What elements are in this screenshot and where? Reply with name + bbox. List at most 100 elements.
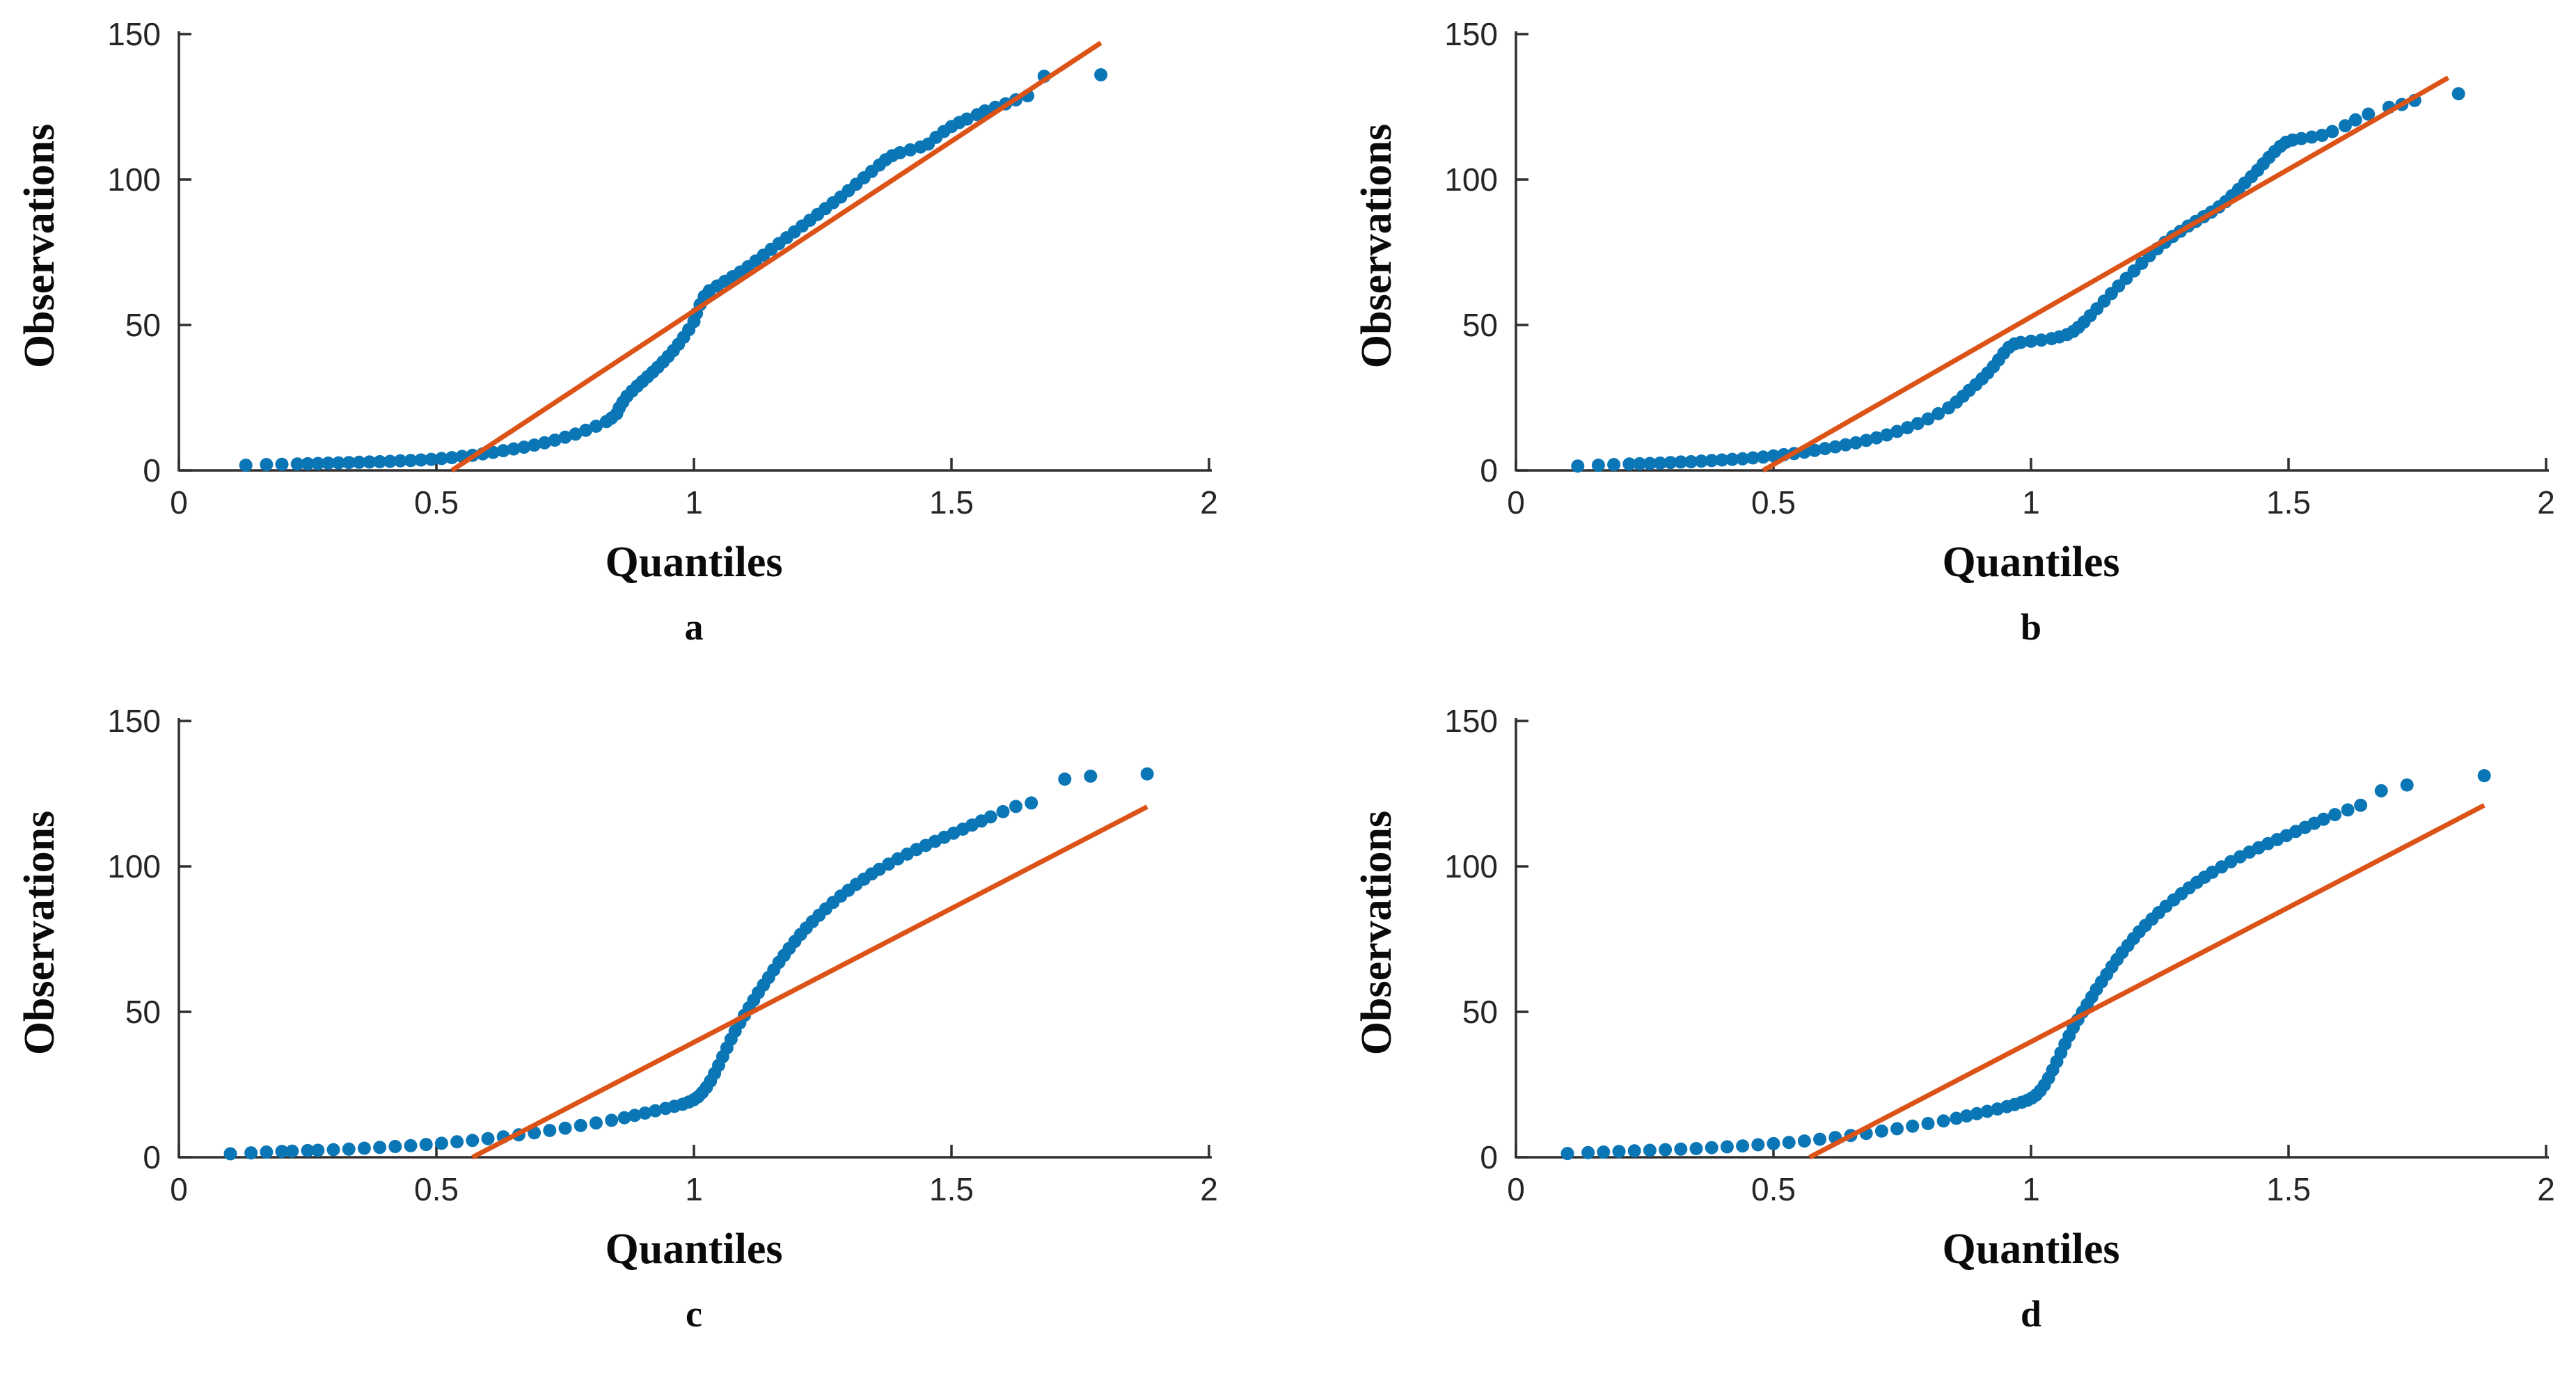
data-point xyxy=(617,1111,631,1125)
data-point xyxy=(2305,130,2318,144)
data-point xyxy=(1633,457,1647,470)
panel-b-ytick-label: 50 xyxy=(1462,307,1498,343)
data-point xyxy=(1906,1119,1920,1133)
data-point xyxy=(290,457,304,471)
panel-b-ylabel: Observations xyxy=(1353,124,1400,368)
panel-d-ytick-label: 0 xyxy=(1480,1139,1498,1175)
data-point xyxy=(1140,767,1154,781)
data-point xyxy=(466,1134,480,1148)
panel-a-reference-line xyxy=(450,40,1103,473)
data-point xyxy=(2348,113,2362,127)
data-point xyxy=(507,442,521,456)
panel-d-letter: d xyxy=(2021,1293,2041,1335)
panel-a-points xyxy=(239,68,1108,472)
data-point xyxy=(1767,1136,1780,1150)
data-point xyxy=(638,1106,652,1120)
data-point xyxy=(1720,1140,1734,1154)
panel-d-xtick-label: 2 xyxy=(2537,1171,2555,1207)
data-point xyxy=(996,804,1010,818)
data-point xyxy=(239,459,253,472)
data-point xyxy=(605,1113,619,1127)
panel-c-points xyxy=(223,767,1154,1161)
data-point xyxy=(434,1136,448,1150)
data-point xyxy=(363,455,377,469)
panel-d-xtick-label: 0.5 xyxy=(1751,1171,1796,1207)
data-point xyxy=(1705,1141,1718,1154)
panel-a-ytick-label: 100 xyxy=(107,161,161,198)
data-point xyxy=(1890,1122,1904,1136)
data-point xyxy=(2451,87,2465,101)
data-point xyxy=(1921,1117,1935,1130)
data-point xyxy=(1607,458,1621,472)
data-point xyxy=(1874,1124,1888,1138)
data-point xyxy=(1094,68,1108,81)
panel-d-reference-line xyxy=(1808,803,2486,1160)
panel-a-xlabel: Quantiles xyxy=(606,539,783,586)
data-point xyxy=(1725,452,1739,466)
data-point xyxy=(1581,1145,1595,1159)
panel-b-xtick-label: 0.5 xyxy=(1751,484,1796,521)
data-point xyxy=(1960,1109,1973,1123)
data-point xyxy=(275,457,289,471)
panel-c: 0 0.5 1 1.5 2 0 50 100 150 Quantiles c Observations xyxy=(16,703,1218,1335)
data-point xyxy=(1622,457,1636,471)
panel-b-xtick-label: 2 xyxy=(2537,484,2555,521)
data-point xyxy=(342,1142,356,1156)
data-point xyxy=(1627,1144,1641,1158)
panel-b-xtick-label: 1.5 xyxy=(2266,484,2311,521)
data-point xyxy=(260,458,274,472)
panel-d-ylabel: Observations xyxy=(1353,811,1400,1055)
data-point xyxy=(2295,132,2308,145)
data-point xyxy=(2341,803,2355,817)
data-point xyxy=(373,1141,387,1154)
panel-b-ytick-label: 0 xyxy=(1480,452,1498,489)
panel-d-points xyxy=(1560,769,2491,1161)
data-point xyxy=(404,454,418,468)
panel-c-ytick-label: 0 xyxy=(143,1139,161,1175)
data-point xyxy=(1746,451,1760,465)
data-point xyxy=(1715,453,1729,467)
panel-b-xtick-label: 0 xyxy=(1507,484,1525,521)
data-point xyxy=(301,457,315,470)
data-point xyxy=(2362,107,2376,121)
data-point xyxy=(450,1135,464,1149)
panel-c-letter: c xyxy=(686,1293,702,1335)
data-point xyxy=(528,438,542,452)
data-point xyxy=(434,452,448,466)
panel-b-points xyxy=(1571,87,2465,473)
data-point xyxy=(1839,438,1853,452)
panel-c-reference-line xyxy=(471,804,1148,1160)
data-point xyxy=(1705,454,1718,468)
data-point xyxy=(1009,800,1022,814)
data-point xyxy=(960,112,974,126)
data-point xyxy=(1797,1134,1811,1148)
panel-c-xlabel: Quantiles xyxy=(606,1225,783,1273)
panel-a-xtick-label: 1 xyxy=(685,484,703,521)
data-point xyxy=(445,451,459,465)
data-point xyxy=(2374,784,2388,797)
data-point xyxy=(1870,431,1883,445)
data-point xyxy=(1782,1136,1796,1150)
panel-d-xtick-label: 1.5 xyxy=(2266,1171,2311,1207)
data-point xyxy=(1689,1142,1703,1155)
data-point xyxy=(893,146,907,159)
data-point xyxy=(1084,769,1098,783)
data-point xyxy=(486,445,500,459)
data-point xyxy=(1653,457,1667,470)
data-point xyxy=(1751,1138,1765,1152)
data-point xyxy=(1980,1104,1994,1118)
data-point xyxy=(2014,335,2028,349)
data-point xyxy=(1890,424,1904,438)
data-point xyxy=(1674,455,1688,469)
panel-a-xtick-label: 1.5 xyxy=(929,484,974,521)
data-point xyxy=(1921,412,1935,426)
data-point xyxy=(244,1146,258,1160)
data-point xyxy=(558,430,572,444)
data-point xyxy=(383,454,397,468)
data-point xyxy=(1643,1143,1657,1157)
data-point xyxy=(1058,772,1072,786)
data-point xyxy=(2400,778,2414,792)
data-point xyxy=(1950,1111,1963,1125)
data-point xyxy=(388,1140,402,1153)
